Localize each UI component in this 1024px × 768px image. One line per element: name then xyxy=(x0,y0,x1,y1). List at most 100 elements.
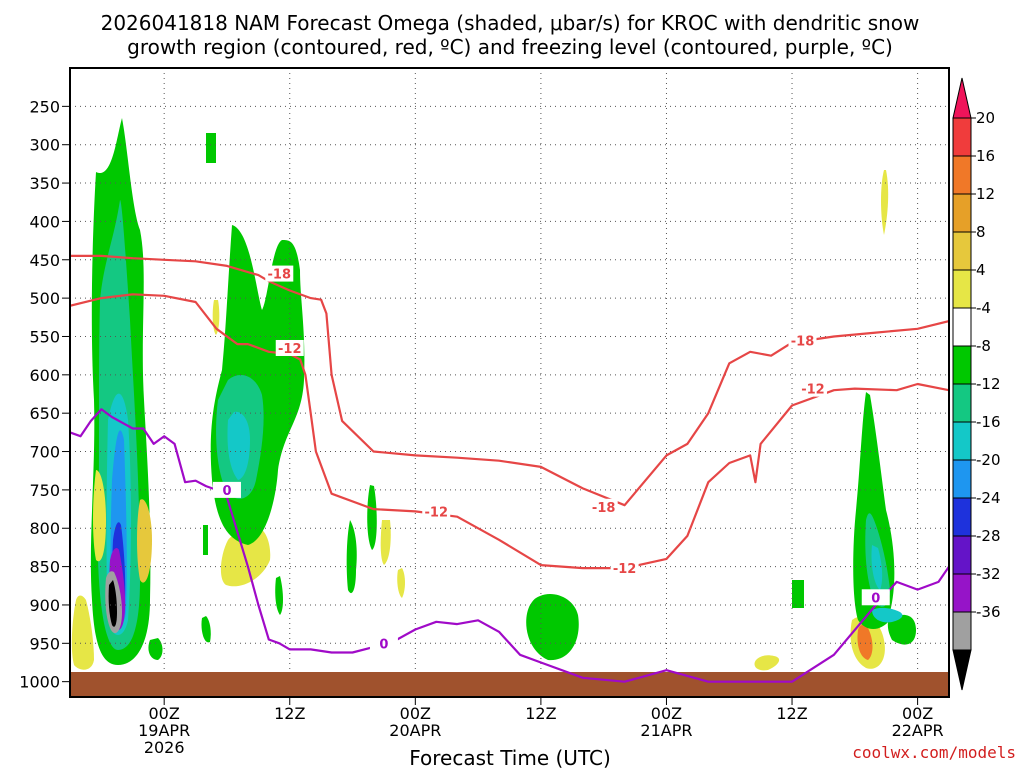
colorbar-label-7: -12 xyxy=(976,375,1001,393)
shade-blob-1 xyxy=(206,133,216,163)
y-tick-label-5: 500 xyxy=(29,289,60,308)
chart-title: 2026041818 NAM Forecast Omega (shaded, μ… xyxy=(101,11,920,59)
colorbar: 20 16 12 8 4 -4 -8 -12 -16 -20 -24 -28 -32 -36 xyxy=(952,77,1001,691)
x-tick-label-5-0: 12Z xyxy=(776,704,807,723)
shade-yellow-left-2 xyxy=(93,470,106,562)
colorbar-swatch-7 xyxy=(952,383,972,423)
title-line-1: 2026041818 NAM Forecast Omega (shaded, μ… xyxy=(101,11,920,35)
contour-label-bg-1-3 xyxy=(798,380,827,397)
contour-labels: -18 -18 -18 -12 -12 -12 -12 0 0 0 xyxy=(212,265,890,652)
shade-blob-6 xyxy=(346,520,357,594)
upward-omega-main-column xyxy=(90,118,151,665)
x-tick-label-2-1: 20APR xyxy=(389,721,441,740)
colorbar-label-9: -20 xyxy=(976,451,1001,469)
title-line-2: growth region (contoured, red, ºC) and f… xyxy=(127,35,893,59)
x-tick-label-1-0: 12Z xyxy=(274,704,305,723)
colorbar-label-13: -36 xyxy=(976,603,1001,621)
shade-blob-2 xyxy=(148,638,163,660)
y-tick-label-1: 300 xyxy=(29,136,60,155)
y-tick-label-7: 600 xyxy=(29,366,60,385)
shade-blob-9 xyxy=(792,580,804,608)
colorbar-swatch-0 xyxy=(952,117,972,157)
colorbar-label-1: 16 xyxy=(976,147,995,165)
y-axis: 250 300 350 400 450 500 550 600 650 700 750 800 850 9… xyxy=(19,97,70,692)
colorbar-swatch-12 xyxy=(952,573,972,613)
colorbar-swatch-4 xyxy=(952,269,972,309)
x-tick-label-0-2: 2026 xyxy=(144,738,185,757)
colorbar-label-8: -16 xyxy=(976,413,1001,431)
shade-yellow-top-right xyxy=(881,170,889,235)
y-tick-label-6: 550 xyxy=(29,327,60,346)
colorbar-swatch-5 xyxy=(952,307,972,347)
shade-black-main xyxy=(108,580,117,627)
shade-blob-3 xyxy=(201,616,211,643)
shade-yellow-left xyxy=(71,595,94,670)
upward-omega-12z-column xyxy=(210,225,305,545)
colorbar-swatch-1 xyxy=(952,155,972,195)
contour-label-0-0: -18 xyxy=(268,268,292,283)
colorbar-bottom-arrow xyxy=(952,649,972,691)
contour-label-bg-1-0 xyxy=(275,339,304,356)
colorbar-label-12: -32 xyxy=(976,565,1001,583)
contour-label-bg-2-2 xyxy=(861,589,890,606)
contour-lines xyxy=(70,254,949,683)
x-tick-label-0-1: 19APR xyxy=(138,721,190,740)
y-tick-label-15: 1000 xyxy=(19,673,60,692)
terrain xyxy=(70,672,949,697)
y-tick-label-0: 250 xyxy=(29,97,60,116)
contour-label-bg-1-1 xyxy=(422,503,451,520)
contour-label-2-1: 0 xyxy=(379,637,388,652)
contour-label-1-2: -12 xyxy=(613,562,637,577)
contour-label-1-1: -12 xyxy=(425,505,449,520)
colorbar-swatch-6 xyxy=(952,345,972,385)
colorbar-label-11: -28 xyxy=(976,527,1001,545)
y-tick-label-8: 650 xyxy=(29,404,60,423)
contour-label-2-0: 0 xyxy=(222,484,231,499)
contour-label-0-1: -18 xyxy=(592,501,616,516)
y-tick-label-10: 750 xyxy=(29,481,60,500)
x-tick-label-4-1: 21APR xyxy=(640,721,692,740)
contour-label-bg-0-2 xyxy=(788,332,817,349)
x-tick-label-6-0: 00Z xyxy=(902,704,933,723)
shade-yellow-small-2 xyxy=(380,520,391,565)
colorbar-swatch-2 xyxy=(952,193,972,233)
shade-blob-4 xyxy=(203,525,208,555)
credit-text: coolwx.com/models xyxy=(852,743,1016,762)
y-tick-label-12: 850 xyxy=(29,558,60,577)
contour-label-bg-2-0 xyxy=(212,481,241,498)
x-tick-label-0-0: 00Z xyxy=(149,704,180,723)
y-tick-label-4: 450 xyxy=(29,251,60,270)
upward-omega-late-column xyxy=(853,392,916,645)
shade-blob-5 xyxy=(275,576,283,615)
x-tick-label-4-0: 00Z xyxy=(651,704,682,723)
contour-label-1-3: -12 xyxy=(801,383,825,398)
contour-label-bg-1-2 xyxy=(610,560,639,577)
shade-orange-left xyxy=(137,499,152,583)
shade-orange-late xyxy=(857,624,873,660)
x-tick-label-2-0: 00Z xyxy=(400,704,431,723)
shade-cyan-late xyxy=(871,545,883,590)
contour-label-2-2: 0 xyxy=(871,591,880,606)
colorbar-swatch-10 xyxy=(952,497,972,537)
contour-label-0-2: -18 xyxy=(791,334,815,349)
x-tick-label-3-0: 12Z xyxy=(525,704,556,723)
colorbar-swatch-8 xyxy=(952,421,972,461)
x-tick-label-6-1: 22APR xyxy=(892,721,944,740)
x-axis-label: Forecast Time (UTC) xyxy=(409,746,611,768)
shade-blob-7 xyxy=(367,485,377,550)
y-tick-label-14: 950 xyxy=(29,634,60,653)
y-tick-label-2: 350 xyxy=(29,174,60,193)
colorbar-label-3: 8 xyxy=(976,223,986,241)
contour-label-bg-2-1 xyxy=(369,635,398,652)
colorbar-label-4: 4 xyxy=(976,261,986,279)
colorbar-swatch-11 xyxy=(952,535,972,575)
shade-yellow-small-3 xyxy=(397,568,405,598)
colorbar-label-6: -8 xyxy=(976,337,991,355)
colorbar-label-0: 20 xyxy=(976,109,995,127)
contour-label-bg-0-0 xyxy=(265,265,294,282)
colorbar-label-5: -4 xyxy=(976,299,991,317)
shade-cyan-12z xyxy=(227,411,250,480)
colorbar-swatch-13 xyxy=(952,611,972,651)
contour-label-bg-0-1 xyxy=(589,498,618,515)
